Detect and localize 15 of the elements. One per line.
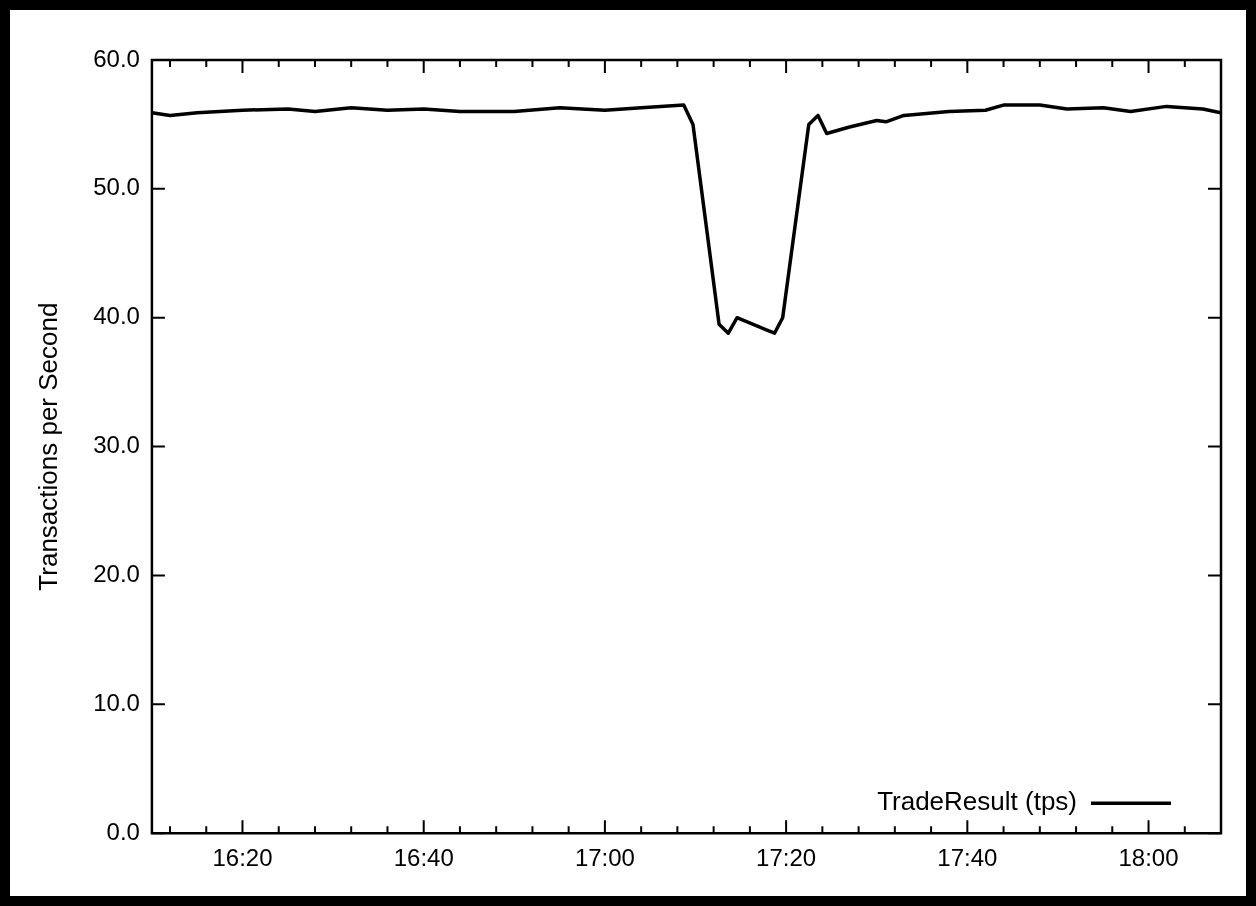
x-tick-label: 16:40 (393, 844, 454, 872)
y-tick-label: 20.0 (93, 560, 140, 588)
y-tick-label: 0.0 (106, 817, 140, 845)
y-axis-title: Transactions per Second (32, 302, 63, 591)
x-tick-label: 17:00 (574, 844, 635, 872)
y-tick-label: 50.0 (93, 173, 140, 201)
x-tick-label: 18:00 (1118, 844, 1179, 872)
x-tick-label: 16:20 (212, 844, 273, 872)
x-tick-label: 17:20 (756, 844, 817, 872)
x-tick-label: 17:40 (937, 844, 998, 872)
y-tick-label: 30.0 (93, 431, 140, 459)
y-tick-label: 40.0 (93, 302, 140, 330)
y-tick-label: 60.0 (93, 44, 140, 72)
y-tick-label: 10.0 (93, 688, 140, 716)
legend-label: TradeResult (tps) (877, 786, 1077, 817)
